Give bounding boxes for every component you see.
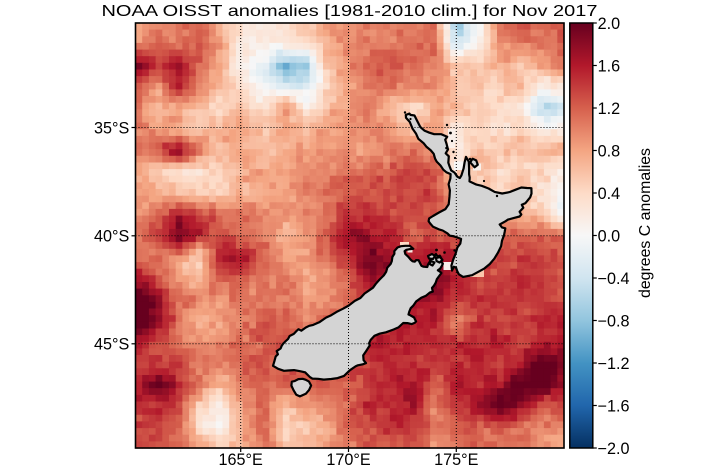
- svg-text:0.8: 0.8: [598, 142, 621, 160]
- svg-text:NOAA OISST anomalies [1981-201: NOAA OISST anomalies [1981-2010 clim.] f…: [102, 3, 598, 20]
- svg-text:−1.6: −1.6: [598, 397, 630, 415]
- svg-text:−2.0: −2.0: [598, 440, 630, 458]
- svg-text:40°S: 40°S: [94, 228, 129, 246]
- svg-text:45°S: 45°S: [94, 336, 129, 354]
- svg-text:170°E: 170°E: [326, 451, 370, 469]
- svg-text:1.6: 1.6: [598, 57, 621, 75]
- svg-text:degrees C anomalies: degrees C anomalies: [637, 148, 654, 298]
- svg-text:2.0: 2.0: [598, 15, 621, 33]
- svg-text:0.4: 0.4: [598, 185, 621, 203]
- svg-text:35°S: 35°S: [94, 119, 129, 137]
- svg-text:165°E: 165°E: [219, 451, 263, 469]
- svg-text:175°E: 175°E: [434, 451, 478, 469]
- svg-text:−0.4: −0.4: [598, 270, 630, 288]
- svg-text:−0.8: −0.8: [598, 312, 630, 330]
- svg-text:0.0: 0.0: [598, 227, 621, 245]
- svg-text:−1.2: −1.2: [598, 355, 630, 373]
- svg-text:1.2: 1.2: [598, 100, 621, 118]
